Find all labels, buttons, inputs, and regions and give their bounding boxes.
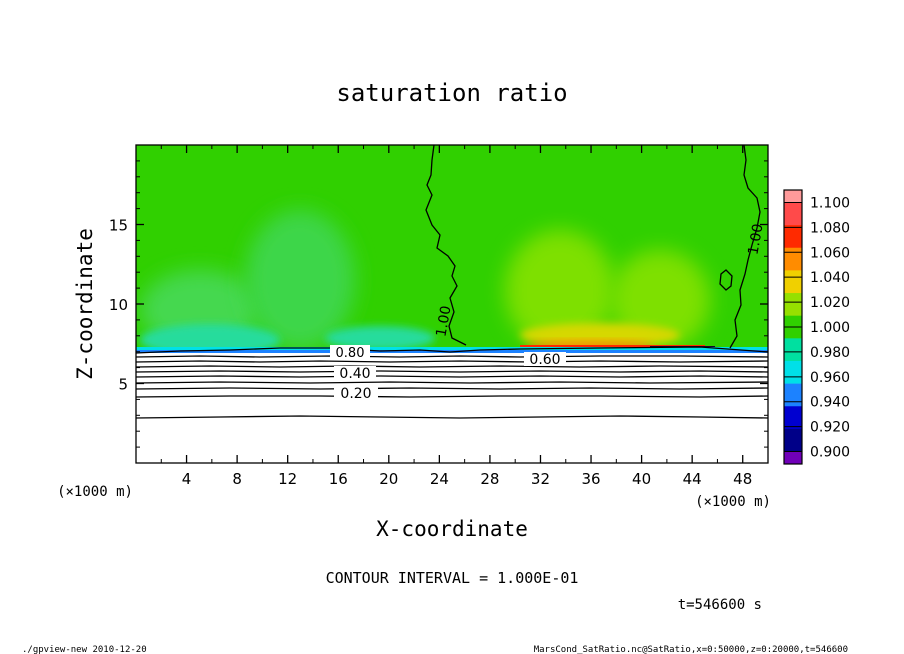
x-tick-label: 4 [182,470,192,488]
contour-0.90 [136,355,768,358]
x-unit-left: (×1000 m) [57,484,133,500]
contour-0.50 [136,375,768,378]
patch-yellow [520,323,680,347]
x-tick-label: 16 [329,470,348,488]
contour-0.30 [136,387,768,390]
footer-left: ./gpview-new 2010-12-20 [22,645,147,654]
contour-interval-text: CONTOUR INTERVAL = 1.000E-01 [326,569,579,587]
x-tick-label: 32 [531,470,550,488]
x-axis-label: X-coordinate [376,517,528,541]
colorbar-cell [784,428,802,452]
colorbar-label: 0.900 [810,445,850,461]
colorbar-label: 1.080 [810,220,850,236]
x-tick-label: 48 [733,470,752,488]
contour-lines [136,145,768,419]
contour-0.10 [136,415,768,419]
x-tick-label: 36 [581,470,600,488]
colorbar-cell [784,338,802,362]
contour-label-bgs [330,345,566,400]
colorbar-label: 1.040 [810,270,850,286]
contour-label: 0.40 [339,366,370,382]
cyan-band [136,347,768,350]
footer-right: MarsCond_SatRatio.nc@SatRatio,x=0:50000,… [534,645,848,654]
y-ticks: 5 10 15 [109,160,768,448]
x-tick-label: 8 [232,470,242,488]
x-tick-label: 44 [683,470,702,488]
contour-0.70 [136,365,768,368]
colorbar-cell [784,383,802,407]
patch-red [520,345,705,348]
y-tick-label: 10 [109,296,128,314]
colorbar-cell [784,270,802,294]
x-tick-label: 12 [278,470,297,488]
colorbar-label: 1.000 [810,320,850,336]
colorbar-cell [784,293,802,316]
patch-yellowgreen-a [505,230,615,350]
x-tick-label: 28 [480,470,499,488]
plot-area [136,145,768,463]
colorbar-label: 1.100 [810,195,850,211]
colorbar-label: 0.980 [810,345,850,361]
contour-label: 0.20 [340,386,371,402]
colorbar: 1.100 1.080 1.060 1.040 1.020 1.000 0.980 0.960… [783,189,850,465]
y-tick-label: 15 [109,217,128,235]
time-stamp: t=546600 s [678,597,762,613]
contour-0.80 [136,360,768,363]
colorbar-label: 0.940 [810,395,850,411]
x-tick-label: 24 [430,470,449,488]
colorbar-cell [784,451,802,465]
x-tick-label: 20 [379,470,398,488]
colorbar-cell [784,406,802,430]
contour-label: 1.00 [433,305,454,338]
chart-title: saturation ratio [336,79,567,107]
contour-1.00-left [425,145,467,346]
colorbar-label: 1.060 [810,245,850,261]
contour-0.40 [136,381,768,384]
colorbar-label: 0.960 [810,370,850,386]
colorbar-label: 1.020 [810,295,850,311]
contour-surface [136,346,768,354]
contour-0.20 [136,395,768,398]
colorbar-cell [784,360,802,384]
y-tick-label: 5 [118,376,128,394]
contour-1.00-loop [719,269,733,291]
x-tick-label: 40 [632,470,651,488]
colorbar-cell [784,225,802,249]
patch-cyan-mid [325,326,435,350]
y-axis-label: Z-coordinate [73,228,97,380]
contour-labels: 1.00 1.00 0.80 0.60 0.40 0.20 [336,223,767,402]
colorbar-cell [784,202,802,226]
contour-label: 0.80 [336,346,365,361]
colorbar-cell [784,247,802,271]
colorbar-cell [784,190,802,203]
colorbar-label: 0.920 [810,420,850,436]
white-region [136,353,768,463]
x-unit-right: (×1000 m) [695,494,771,510]
contour-0.60 [136,370,768,373]
contour-label: 0.60 [529,352,560,368]
x-ticks: 4 8 12 16 20 24 28 32 36 40 44 48 [160,145,752,488]
contour-1.00-right [729,145,761,349]
patch-light-mid [245,210,355,350]
contour-label: 1.00 [745,223,766,256]
